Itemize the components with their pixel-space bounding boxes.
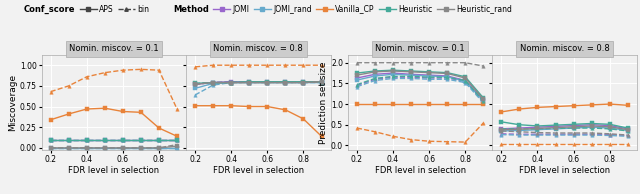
Y-axis label: Miscoverage: Miscoverage bbox=[8, 74, 17, 131]
Title: Nomin. miscov. = 0.8: Nomin. miscov. = 0.8 bbox=[520, 44, 609, 53]
Title: Nomin. miscov. = 0.1: Nomin. miscov. = 0.1 bbox=[69, 44, 159, 53]
X-axis label: FDR level in selection: FDR level in selection bbox=[374, 166, 466, 175]
Title: Nomin. miscov. = 0.1: Nomin. miscov. = 0.1 bbox=[375, 44, 465, 53]
Title: Nomin. miscov. = 0.8: Nomin. miscov. = 0.8 bbox=[213, 44, 303, 53]
X-axis label: FDR level in selection: FDR level in selection bbox=[68, 166, 159, 175]
X-axis label: FDR level in selection: FDR level in selection bbox=[212, 166, 304, 175]
Y-axis label: Prediction set size: Prediction set size bbox=[319, 61, 328, 144]
Legend: Conf_score, APS, bin, Method, JOMI, JOMI_rand, Vanilla_CP, Heuristic, Heuristic_: Conf_score, APS, bin, Method, JOMI, JOMI… bbox=[4, 4, 513, 15]
X-axis label: FDR level in selection: FDR level in selection bbox=[519, 166, 610, 175]
